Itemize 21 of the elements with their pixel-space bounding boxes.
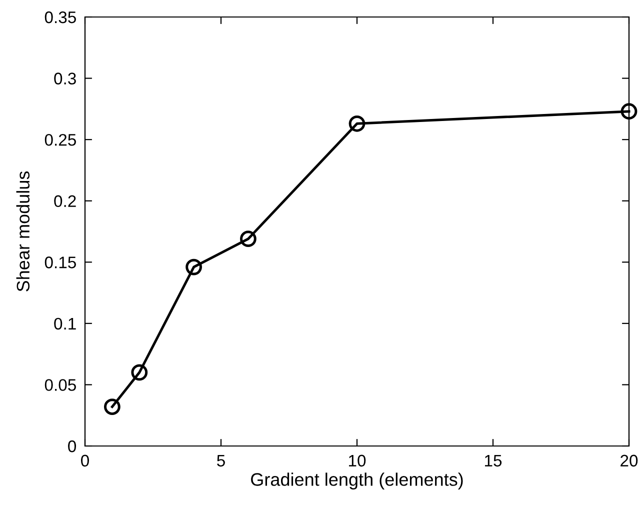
x-axis-title: Gradient length (elements) bbox=[251, 472, 463, 490]
y-axis-title: Shear modulus bbox=[16, 171, 30, 292]
x-tick-label: 20 bbox=[620, 454, 638, 467]
y-tick-label: 0.35 bbox=[44, 11, 76, 24]
y-tick-label: 0.3 bbox=[54, 72, 76, 84]
x-tick-label: 15 bbox=[485, 454, 502, 467]
point bbox=[348, 115, 366, 132]
x-tick-label: 5 bbox=[217, 454, 225, 467]
point bbox=[104, 398, 120, 415]
y-tick-label: 0.15 bbox=[44, 256, 76, 268]
point bbox=[240, 230, 256, 248]
y-tick-label: 0.2 bbox=[54, 195, 76, 208]
point bbox=[620, 103, 638, 120]
y-tick-label: 0.25 bbox=[44, 134, 76, 146]
point bbox=[186, 258, 202, 276]
x-tick-label: 0 bbox=[81, 454, 89, 467]
y-tick-label: 0.1 bbox=[54, 318, 76, 330]
point bbox=[131, 364, 148, 381]
x-tick-label: 10 bbox=[349, 454, 366, 467]
y-tick-label: 0.05 bbox=[44, 379, 76, 391]
y-tick-label: 0 bbox=[68, 440, 76, 452]
